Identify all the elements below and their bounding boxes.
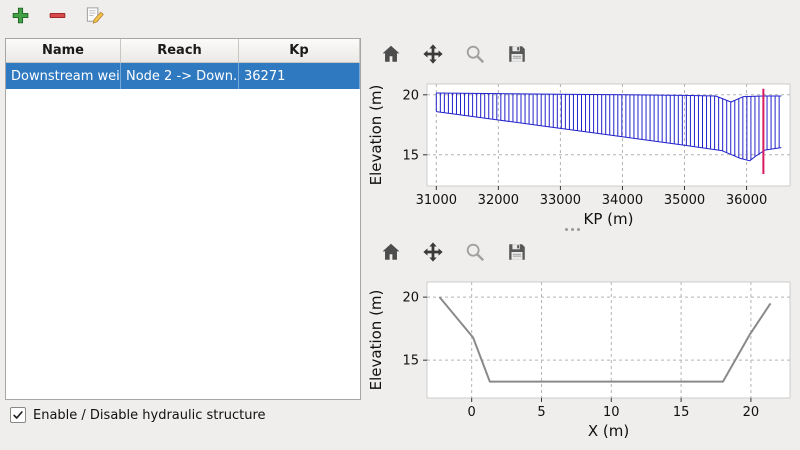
pan-icon xyxy=(422,43,444,68)
svg-text:15: 15 xyxy=(402,148,419,163)
svg-text:32000: 32000 xyxy=(478,193,519,208)
column-header-reach[interactable]: Reach xyxy=(121,39,239,62)
svg-text:33000: 33000 xyxy=(540,193,581,208)
svg-text:Elevation (m): Elevation (m) xyxy=(367,85,385,186)
svg-text:Elevation (m): Elevation (m) xyxy=(367,290,385,391)
home-button[interactable] xyxy=(377,42,404,69)
pan-icon xyxy=(422,241,444,266)
svg-text:20: 20 xyxy=(402,88,419,103)
plus-icon xyxy=(11,6,30,28)
svg-text:20: 20 xyxy=(402,291,419,306)
cell-reach: Node 2 -> Down... xyxy=(121,63,239,89)
svg-text:31000: 31000 xyxy=(416,193,457,208)
table-header: Name Reach Kp xyxy=(6,39,360,63)
splitter-handle[interactable] xyxy=(561,226,583,233)
enable-structure-row: Enable / Disable hydraulic structure xyxy=(10,407,266,423)
svg-text:0: 0 xyxy=(468,405,476,420)
plot-toolbar-top xyxy=(365,38,800,72)
table-row-downstream-weir[interactable]: Downstream weir Node 2 -> Down... 36271 xyxy=(6,63,360,89)
cross-section-plot[interactable]: 0 5 10 15 20 15 20 X (m) Elevation (m) xyxy=(365,270,800,444)
svg-text:15: 15 xyxy=(673,405,690,420)
pan-button[interactable] xyxy=(419,240,446,267)
save-icon xyxy=(506,43,528,68)
edit-pencil-icon xyxy=(85,6,104,28)
kp-profile-plot[interactable]: 31000 32000 33000 34000 35000 36000 15 20 KP (m)… xyxy=(365,72,800,232)
cell-name: Downstream weir xyxy=(6,63,121,89)
remove-structure-button[interactable] xyxy=(45,5,69,29)
main-toolbar xyxy=(0,0,800,34)
plot-toolbar-bottom xyxy=(365,236,800,270)
zoom-button[interactable] xyxy=(461,42,488,69)
edit-structure-button[interactable] xyxy=(82,5,106,29)
cell-kp: 36271 xyxy=(239,63,360,89)
column-header-kp[interactable]: Kp xyxy=(239,39,360,62)
zoom-button[interactable] xyxy=(461,240,488,267)
svg-text:X (m): X (m) xyxy=(588,422,629,440)
checkmark-icon xyxy=(13,411,23,419)
svg-text:36000: 36000 xyxy=(726,193,767,208)
column-header-name[interactable]: Name xyxy=(6,39,121,62)
svg-text:35000: 35000 xyxy=(664,193,705,208)
save-button[interactable] xyxy=(503,42,530,69)
save-icon xyxy=(506,241,528,266)
zoom-icon xyxy=(464,241,486,266)
svg-text:10: 10 xyxy=(603,405,620,420)
home-icon xyxy=(380,43,402,68)
svg-text:34000: 34000 xyxy=(602,193,643,208)
home-icon xyxy=(380,241,402,266)
svg-text:20: 20 xyxy=(743,405,760,420)
svg-text:KP (m): KP (m) xyxy=(584,210,634,228)
add-structure-button[interactable] xyxy=(8,5,32,29)
minus-icon xyxy=(48,6,67,28)
svg-text:15: 15 xyxy=(402,354,419,369)
pan-button[interactable] xyxy=(419,42,446,69)
enable-structure-label: Enable / Disable hydraulic structure xyxy=(33,407,266,423)
svg-text:5: 5 xyxy=(537,405,545,420)
enable-structure-checkbox[interactable] xyxy=(10,407,26,423)
home-button[interactable] xyxy=(377,240,404,267)
zoom-icon xyxy=(464,43,486,68)
save-button[interactable] xyxy=(503,240,530,267)
structures-table: Name Reach Kp Downstream weir Node 2 -> … xyxy=(5,38,361,400)
cross-section-panel: 0 5 10 15 20 15 20 X (m) Elevation (m) xyxy=(365,236,800,444)
longitudinal-profile-panel: 31000 32000 33000 34000 35000 36000 15 20 KP (m)… xyxy=(365,38,800,232)
